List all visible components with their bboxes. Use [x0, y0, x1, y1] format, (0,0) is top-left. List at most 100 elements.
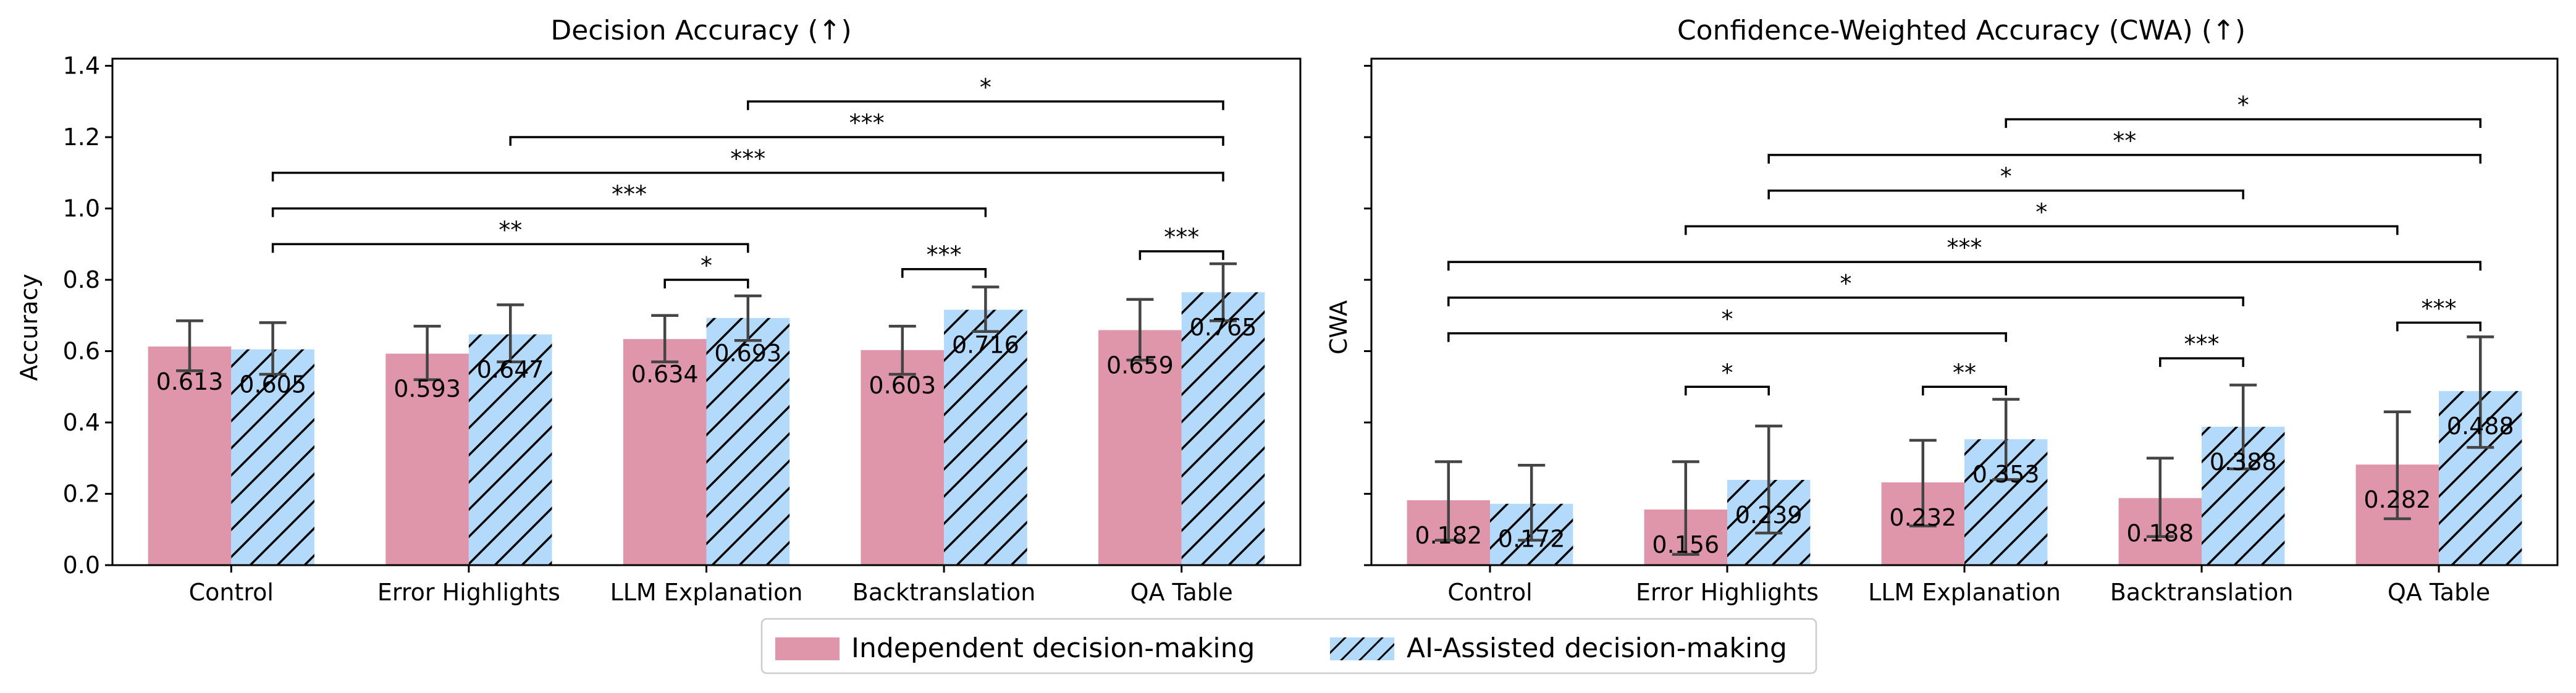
legend-label-independent: Independent decision-making: [851, 632, 1255, 664]
xtick-label: QA Table: [2388, 579, 2490, 606]
significance-bracket: [2005, 118, 2481, 128]
significance-stars: ***: [2184, 330, 2220, 358]
significance-bracket: [1685, 385, 1770, 396]
significance-stars: ***: [927, 242, 962, 269]
value-label: 0.593: [394, 376, 461, 403]
significance-stars: ***: [1947, 234, 1982, 261]
bar-independent-0: [148, 346, 232, 565]
legend: Independent decision-making AI-Assisted …: [760, 618, 1817, 674]
bar-assisted-4: [1181, 292, 1265, 565]
significance-stars: *: [1722, 359, 1733, 386]
significance-bracket: [1922, 385, 2007, 396]
xtick-label: Backtranslation: [852, 579, 1036, 606]
value-label: 0.156: [1652, 531, 1719, 558]
value-label: 0.239: [1735, 502, 1803, 529]
bar-independent-1: [385, 353, 469, 565]
bar-independent-4: [1098, 330, 1182, 565]
legend-label-assisted: AI-Assisted decision-making: [1407, 632, 1787, 664]
ytick-label: 0.6: [63, 338, 100, 365]
xtick-label: LLM Explanation: [610, 579, 803, 606]
significance-bracket: [747, 100, 1224, 111]
value-label: 0.647: [477, 356, 544, 383]
significance-stars: *: [2000, 163, 2012, 190]
significance-stars: *: [2237, 91, 2249, 119]
xtick-label: Error Highlights: [1636, 579, 1819, 606]
significance-bracket: [1685, 225, 2399, 235]
significance-stars: **: [1953, 359, 1976, 386]
significance-stars: **: [2113, 127, 2136, 154]
ytick-label: 0.2: [63, 481, 100, 508]
significance-bracket: [271, 207, 987, 217]
bar-independent-3: [861, 350, 945, 565]
xtick-label: Control: [189, 579, 274, 606]
cwa-title: Confidence-Weighted Accuracy (CWA) (↑): [1677, 15, 2246, 46]
significance-stars: *: [1840, 270, 1852, 297]
accuracy-title: Decision Accuracy (↑): [550, 15, 851, 46]
value-label: 0.659: [1106, 351, 1174, 379]
value-label: 0.603: [869, 372, 936, 399]
bar-assisted-0: [231, 349, 314, 565]
cwa-panel: Confidence-Weighted Accuracy (CWA) (↑) C…: [1325, 15, 2559, 606]
bar-assisted-2: [706, 317, 790, 565]
cwa-plot: 0.182 0.156 0.232 0.188 0.282 0.172 0.239 0.353…: [1364, 57, 2559, 606]
xtick-label: LLM Explanation: [1868, 579, 2061, 606]
bar-assisted-1: [468, 334, 552, 565]
significance-stars: *: [1722, 306, 1733, 333]
significance-stars: ***: [1164, 224, 1199, 251]
ytick-label: 1.0: [63, 195, 100, 222]
ytick-label: 1.2: [63, 124, 100, 151]
value-label: 0.613: [156, 368, 224, 395]
value-label: 0.488: [2447, 413, 2514, 440]
significance-stars: ***: [612, 181, 647, 208]
significance-bracket: [1767, 154, 2481, 164]
significance-stars: *: [980, 74, 991, 101]
significance-stars: **: [499, 216, 522, 243]
significance-bracket: [1767, 189, 2244, 200]
significance-stars: ***: [849, 109, 885, 136]
legend-swatch-assisted: [1330, 637, 1394, 660]
value-label: 0.765: [1190, 314, 1257, 341]
significance-bracket: [2396, 321, 2481, 332]
significance-bracket: [2159, 357, 2244, 368]
accuracy-ylabel: Accuracy: [15, 274, 43, 381]
legend-swatch-independent: [775, 637, 840, 660]
ytick-label: 0.0: [63, 552, 100, 579]
xtick-label: Backtranslation: [2110, 579, 2294, 606]
xtick-label: QA Table: [1130, 579, 1233, 606]
significance-bracket: [1447, 296, 2244, 306]
legend-frame: [760, 618, 1817, 674]
ytick-label: 0.4: [63, 409, 100, 436]
value-label: 0.634: [631, 361, 699, 388]
value-label: 0.232: [1889, 504, 1956, 531]
bar-independent-2: [623, 338, 707, 565]
xtick-label: Error Highlights: [377, 579, 560, 606]
accuracy-panel: Decision Accuracy (↑) Accuracy 0.613 0.59…: [15, 15, 1302, 606]
significance-bracket: [1447, 261, 2481, 271]
significance-bracket: [271, 172, 1224, 182]
value-label: 0.188: [2126, 519, 2194, 547]
value-label: 0.716: [952, 332, 1019, 359]
significance-bracket: [663, 279, 749, 289]
significance-stars: *: [2035, 198, 2047, 225]
xtick-label: Control: [1447, 579, 1532, 606]
value-label: 0.693: [714, 340, 781, 367]
value-label: 0.282: [2363, 486, 2431, 513]
significance-bracket: [901, 267, 987, 278]
value-label: 0.182: [1415, 522, 1482, 549]
significance-bracket: [271, 243, 749, 253]
value-label: 0.353: [1972, 461, 2040, 488]
significance-bracket: [509, 136, 1224, 146]
ytick-label: 0.8: [63, 266, 100, 293]
significance-stars: *: [701, 252, 712, 279]
significance-bracket: [1447, 332, 2007, 342]
ytick-label: 1.4: [63, 52, 100, 80]
significance-bracket: [1139, 250, 1224, 260]
significance-stars: ***: [2422, 295, 2457, 322]
value-label: 0.172: [1498, 526, 1565, 553]
bar-assisted-3: [944, 309, 1027, 565]
significance-stars: ***: [730, 145, 765, 172]
value-label: 0.388: [2210, 448, 2277, 476]
accuracy-plot: 0.613 0.593 0.634 0.603 0.659 0.605 0.647 0.693…: [63, 52, 1302, 606]
value-label: 0.605: [239, 371, 306, 398]
